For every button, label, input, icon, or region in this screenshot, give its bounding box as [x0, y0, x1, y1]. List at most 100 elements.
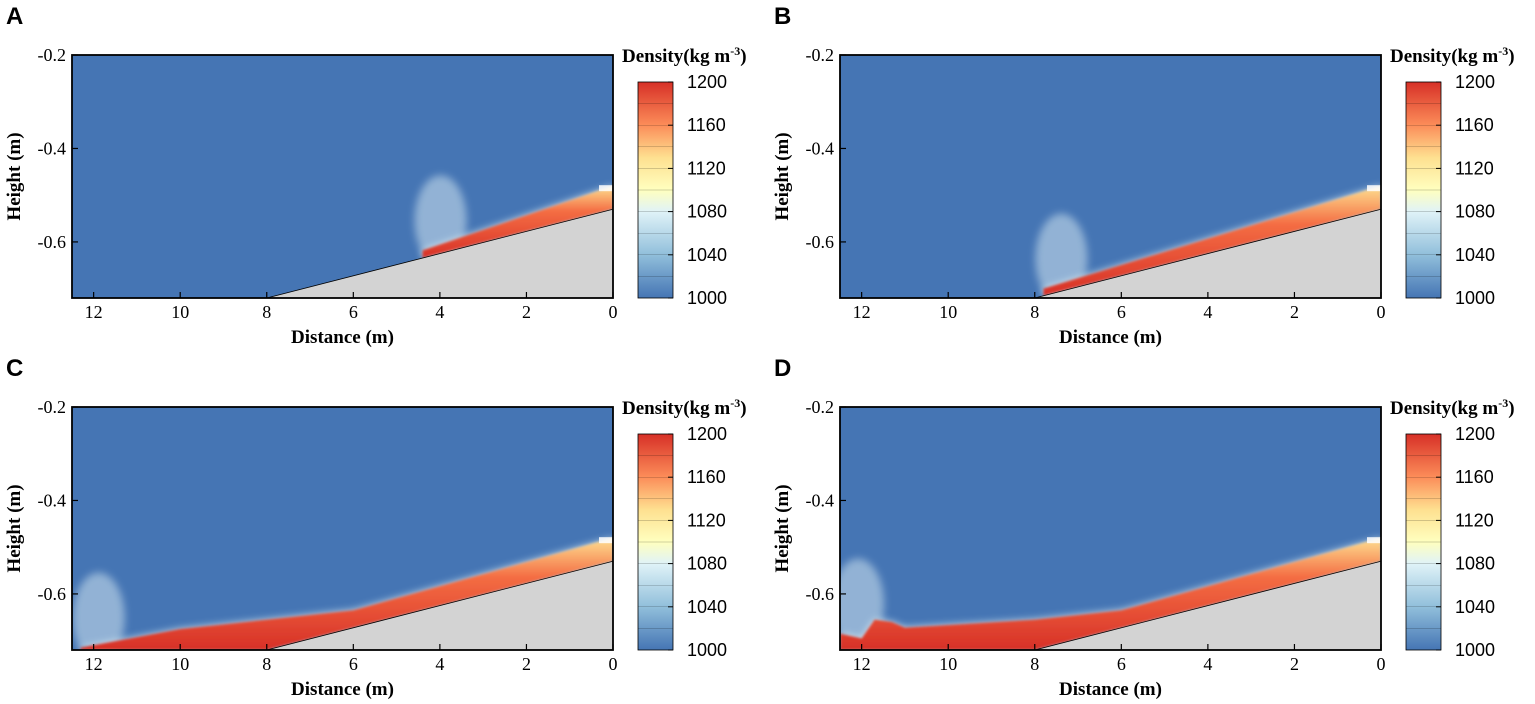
x-tick-label: 0 — [1377, 302, 1386, 322]
colorbar-tick-label: 1200 — [687, 72, 727, 92]
x-tick-label: 10 — [171, 302, 189, 322]
x-tick-label: 2 — [1290, 302, 1299, 322]
gravity-current — [840, 537, 1381, 650]
panel-A: A 12 10 8 6 4 2 0 -0.2 -0.4 -0.6 Distance (m) Height… — [4, 3, 747, 348]
y-tick-label: -0.2 — [806, 45, 835, 65]
colorbar-tick-label: 1160 — [1455, 115, 1494, 135]
plot-frame — [839, 406, 1382, 651]
x-tick-label: 10 — [939, 654, 957, 674]
x-tick-label: 4 — [1203, 302, 1212, 322]
x-tick-label: 4 — [435, 654, 444, 674]
x-tick-label: 6 — [1117, 302, 1126, 322]
panel-C: C 12 10 8 6 4 2 0 -0.2 -0.4 -0.6 Distance (m) Height… — [4, 355, 747, 700]
y-axis-label: Height (m) — [772, 132, 793, 220]
inlet — [1367, 185, 1381, 192]
x-tick-label: 10 — [939, 302, 957, 322]
gravity-current — [80, 537, 613, 650]
y-tick-label: -0.6 — [806, 584, 835, 604]
y-tick-label: -0.6 — [806, 232, 835, 252]
y-tick-label: -0.4 — [38, 490, 67, 510]
x-tick-label: 4 — [435, 302, 444, 322]
x-tick-label: 8 — [262, 302, 271, 322]
colorbar-tick-label: 1080 — [687, 554, 727, 574]
x-tick-label: 2 — [522, 302, 531, 322]
x-tick-label: 12 — [85, 302, 103, 322]
x-tick-label: 8 — [1030, 302, 1039, 322]
x-tick-label: 0 — [1377, 654, 1386, 674]
colorbar-tick-label: 1160 — [1455, 467, 1494, 487]
x-tick-label: 6 — [349, 302, 358, 322]
colorbar-tick-label: 1040 — [687, 597, 727, 617]
x-axis-label: Distance (m) — [1059, 327, 1162, 348]
y-axis-label: Height (m) — [4, 132, 25, 220]
x-axis-label: Distance (m) — [291, 679, 394, 700]
colorbar-title: Density(kg m-3) — [1390, 44, 1515, 67]
inlet — [599, 537, 613, 544]
colorbar — [1405, 433, 1442, 651]
y-tick-label: -0.4 — [806, 490, 835, 510]
colorbar-tick-label: 1000 — [687, 640, 727, 660]
colorbar — [637, 81, 674, 299]
x-axis-label: Distance (m) — [1059, 679, 1162, 700]
panel-letter: D — [774, 355, 791, 382]
colorbar-tick-label: 1120 — [687, 158, 726, 178]
colorbar-tick-label: 1000 — [1455, 288, 1495, 308]
colorbar — [637, 433, 674, 651]
x-tick-label: 8 — [1030, 654, 1039, 674]
mixing-plume — [1035, 213, 1088, 298]
panel-letter: C — [6, 355, 23, 382]
y-axis-label: Height (m) — [4, 484, 25, 572]
colorbar-tick-label: 1040 — [1455, 245, 1495, 265]
slope-line — [1034, 560, 1381, 650]
y-tick-label: -0.6 — [38, 232, 67, 252]
plot-frame — [71, 54, 614, 299]
x-axis-label: Distance (m) — [291, 327, 394, 348]
x-tick-label: 12 — [85, 654, 103, 674]
colorbar-tick-label: 1000 — [687, 288, 727, 308]
colorbar-tick-label: 1040 — [687, 245, 727, 265]
x-tick-label: 0 — [609, 654, 618, 674]
x-tick-label: 4 — [1203, 654, 1212, 674]
x-tick-label: 2 — [522, 654, 531, 674]
colorbar-title: Density(kg m-3) — [622, 396, 747, 419]
y-axis-label: Height (m) — [772, 484, 793, 572]
y-tick-label: -0.4 — [806, 138, 835, 158]
colorbar-tick-label: 1120 — [1455, 158, 1494, 178]
slope-line — [266, 560, 613, 650]
colorbar-tick-label: 1200 — [687, 424, 727, 444]
colorbar-title: Density(kg m-3) — [622, 44, 747, 67]
x-tick-label: 12 — [853, 302, 871, 322]
x-tick-label: 6 — [349, 654, 358, 674]
colorbar-tick-label: 1120 — [687, 510, 726, 530]
inlet — [1367, 537, 1381, 544]
inlet — [599, 185, 613, 192]
colorbar-tick-label: 1120 — [1455, 510, 1494, 530]
colorbar-tick-label: 1160 — [687, 115, 726, 135]
colorbar-tick-label: 1040 — [1455, 597, 1495, 617]
x-tick-label: 12 — [853, 654, 871, 674]
y-tick-label: -0.2 — [806, 397, 835, 417]
panel-B: B 12 10 8 6 4 2 0 -0.2 -0.4 -0.6 Distance (m) Height… — [772, 3, 1515, 348]
slope-line — [1034, 208, 1381, 298]
colorbar — [1405, 81, 1442, 299]
x-tick-label: 0 — [609, 302, 618, 322]
x-tick-label: 10 — [171, 654, 189, 674]
colorbar-tick-label: 1200 — [1455, 424, 1495, 444]
colorbar-tick-label: 1080 — [1455, 554, 1495, 574]
y-tick-label: -0.6 — [38, 584, 67, 604]
gravity-current — [422, 185, 613, 259]
panel-D: D 12 10 8 6 4 2 0 -0.2 -0.4 -0.6 Distance (m) Height… — [772, 355, 1515, 700]
slope-line — [266, 208, 613, 298]
colorbar-title: Density(kg m-3) — [1390, 396, 1515, 419]
y-tick-label: -0.2 — [38, 45, 67, 65]
y-tick-label: -0.2 — [38, 397, 67, 417]
colorbar-tick-label: 1000 — [1455, 640, 1495, 660]
panel-letter: B — [774, 3, 791, 30]
colorbar-tick-label: 1080 — [1455, 202, 1495, 222]
colorbar-tick-label: 1160 — [687, 467, 726, 487]
x-tick-label: 6 — [1117, 654, 1126, 674]
colorbar-tick-label: 1080 — [687, 202, 727, 222]
plot-frame — [71, 406, 614, 651]
mixing-plume — [72, 572, 125, 650]
